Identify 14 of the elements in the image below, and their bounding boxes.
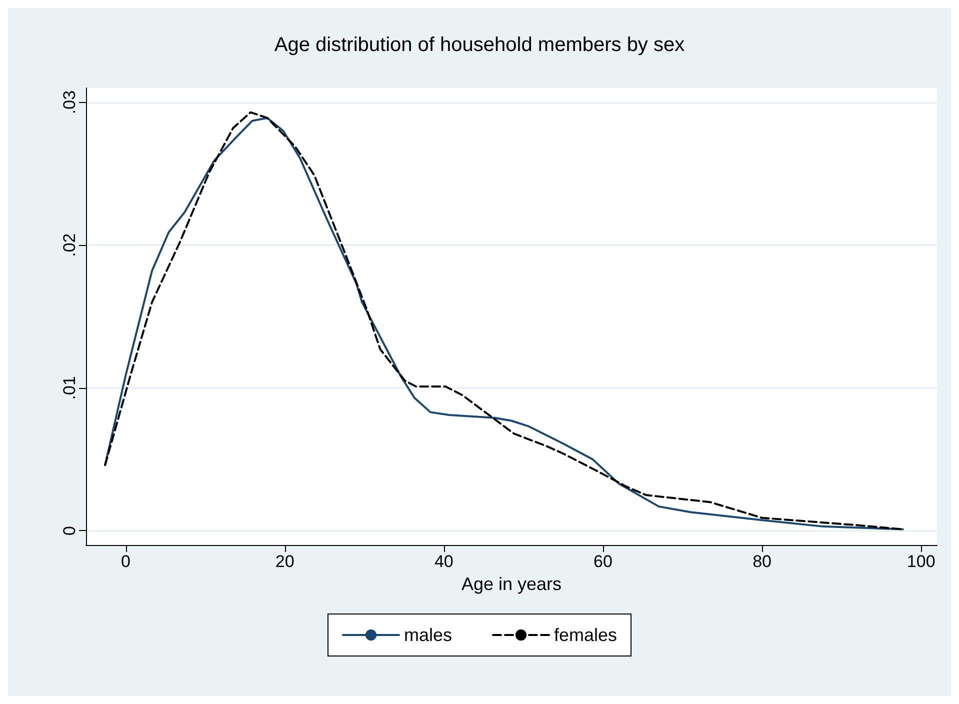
x-tick-label: 100 xyxy=(906,552,936,571)
legend-label: males xyxy=(404,625,452,645)
chart-title: Age distribution of household members by sex xyxy=(274,34,685,56)
x-tick-label: 60 xyxy=(594,552,612,571)
y-tick-label: .02 xyxy=(60,233,79,257)
x-tick-label: 40 xyxy=(434,552,454,571)
y-tick-label: .03 xyxy=(60,90,79,114)
x-tick-label: 0 xyxy=(121,552,130,571)
x-axis-title: Age in years xyxy=(461,574,562,594)
x-tick-label: 20 xyxy=(275,552,294,571)
y-tick-label: 0 xyxy=(60,526,79,536)
legend-label: females xyxy=(554,625,618,645)
y-tick-label: .01 xyxy=(60,376,79,400)
x-tick-label: 80 xyxy=(752,552,772,571)
